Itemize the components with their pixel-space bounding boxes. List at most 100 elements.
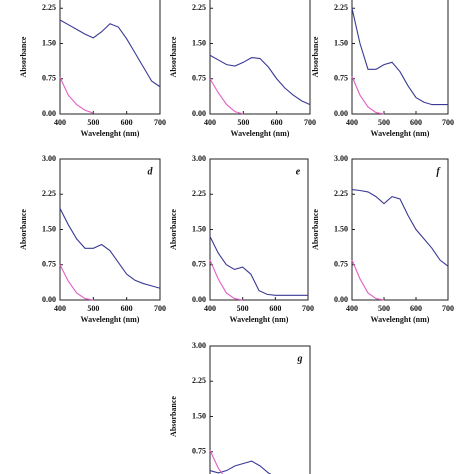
y-tick-label: 2.25: [42, 189, 56, 198]
y-tick-label: 3.00: [192, 154, 206, 163]
x-tick-label: 400: [54, 304, 66, 313]
series-line: [351, 189, 449, 267]
panel: 0.00 0.75 1.50 2.25 3.00 400 500 600 700 Waveleng…: [169, 154, 314, 324]
x-tick-label: 600: [410, 118, 422, 127]
y-tick-label: 2.25: [334, 3, 348, 12]
x-tick-label: 700: [302, 304, 314, 313]
y-tick-label: 0.00: [334, 109, 348, 118]
y-tick-label: 0.75: [334, 260, 348, 269]
y-tick-label: 3.00: [42, 154, 56, 163]
panel: 0.00 0.75 1.50 2.25 400 500 600 700 Wavelenght (…: [169, 0, 316, 138]
y-tick-label: 1.50: [192, 38, 206, 47]
series-line: [209, 236, 308, 296]
series-line: [209, 460, 272, 474]
series-line: [59, 208, 161, 289]
x-tick-label: 700: [442, 304, 454, 313]
x-tick-label: 700: [154, 118, 166, 127]
panel: 0.00 0.75 1.50 2.25 400 500 600 700 Wavelenght (…: [19, 0, 166, 138]
y-tick-label: 2.25: [192, 189, 206, 198]
y-tick-label: 1.50: [192, 224, 206, 233]
x-tick-label: 500: [237, 118, 249, 127]
y-axis-label: Absorbance: [19, 36, 28, 77]
y-tick-label: 2.25: [334, 189, 348, 198]
plot-frame: [209, 158, 309, 301]
x-axis-label: Wavelenght (nm): [230, 315, 289, 324]
x-tick-label: 700: [154, 304, 166, 313]
plot-frame: [209, 345, 311, 474]
y-axis-label: Absorbance: [169, 209, 178, 250]
series-line: [59, 77, 94, 114]
plot-frame: [59, 0, 161, 115]
y-tick-label: 0.00: [42, 109, 56, 118]
y-tick-label: 0.00: [192, 109, 206, 118]
panel-label: f: [436, 166, 441, 177]
x-tick-label: 400: [204, 304, 216, 313]
y-tick-label: 0.00: [334, 295, 348, 304]
x-tick-label: 500: [378, 304, 390, 313]
y-tick-label: 3.00: [192, 341, 206, 350]
y-axis-label: Absorbance: [169, 396, 178, 437]
x-tick-label: 700: [442, 118, 454, 127]
plot-frame: [351, 0, 449, 115]
series-line: [59, 264, 94, 301]
panel-label: e: [296, 166, 301, 177]
x-axis-label: Wavelenght (nm): [81, 315, 140, 324]
x-tick-label: 400: [54, 118, 66, 127]
y-tick-label: 0.75: [192, 74, 206, 83]
y-axis-label: Absorbance: [169, 36, 178, 77]
y-tick-label: 0.75: [192, 447, 206, 456]
x-tick-label: 500: [87, 118, 99, 127]
series-line: [351, 259, 385, 301]
x-axis-label: Wavelenght (nm): [371, 129, 430, 138]
panel-label: g: [297, 353, 303, 364]
y-axis-label: Absorbance: [19, 209, 28, 250]
y-axis-label: Absorbance: [311, 36, 320, 77]
y-tick-label: 0.75: [334, 74, 348, 83]
x-tick-label: 500: [87, 304, 99, 313]
x-tick-label: 700: [304, 118, 316, 127]
y-tick-label: 0.75: [42, 74, 56, 83]
y-tick-label: 2.25: [192, 3, 206, 12]
series-line: [209, 54, 311, 106]
x-axis-label: Wavelenght (nm): [231, 129, 290, 138]
series-line: [351, 76, 385, 115]
y-tick-label: 0.75: [42, 260, 56, 269]
y-tick-label: 1.50: [334, 38, 348, 47]
x-axis-label: Wavelenght (nm): [81, 129, 140, 138]
y-tick-label: 1.50: [334, 224, 348, 233]
y-tick-label: 2.25: [42, 3, 56, 12]
series-line: [351, 8, 448, 106]
y-tick-label: 0.00: [192, 295, 206, 304]
y-tick-label: 1.50: [42, 38, 56, 47]
x-tick-label: 600: [121, 304, 133, 313]
x-tick-label: 600: [271, 118, 283, 127]
y-tick-label: 2.25: [192, 376, 206, 385]
x-tick-label: 600: [269, 304, 281, 313]
series-line: [59, 19, 161, 88]
x-tick-label: 500: [237, 304, 249, 313]
y-tick-label: 0.00: [42, 295, 56, 304]
panel: 0.00 0.75 1.50 2.25 3.00 400 500 600 700 Waveleng…: [311, 154, 454, 324]
x-tick-label: 400: [346, 304, 358, 313]
y-axis-label: Absorbance: [311, 209, 320, 250]
panel: 0.00 0.75 1.50 2.25 400 500 600 700 Wavelenght (…: [311, 0, 454, 138]
x-tick-label: 600: [121, 118, 133, 127]
panel: 0.00 0.75 1.50 2.25 3.00 400 500 600 700 Waveleng…: [19, 154, 166, 324]
y-tick-label: 3.00: [334, 154, 348, 163]
x-tick-label: 400: [204, 118, 216, 127]
x-tick-label: 600: [410, 304, 422, 313]
x-axis-label: Wavelenght (nm): [371, 315, 430, 324]
panel: 0.75 1.50 2.25 3.00 Absorbance g: [169, 341, 311, 474]
plot-frame: [59, 158, 161, 301]
y-tick-label: 0.75: [192, 260, 206, 269]
x-tick-label: 500: [378, 118, 390, 127]
series-line: [209, 259, 243, 301]
series-line: [209, 78, 244, 115]
y-tick-label: 1.50: [192, 411, 206, 420]
panel-label: d: [148, 166, 154, 177]
y-tick-label: 1.50: [42, 224, 56, 233]
series-line: [209, 450, 224, 474]
x-tick-label: 400: [346, 118, 358, 127]
plot-frame: [351, 158, 449, 301]
